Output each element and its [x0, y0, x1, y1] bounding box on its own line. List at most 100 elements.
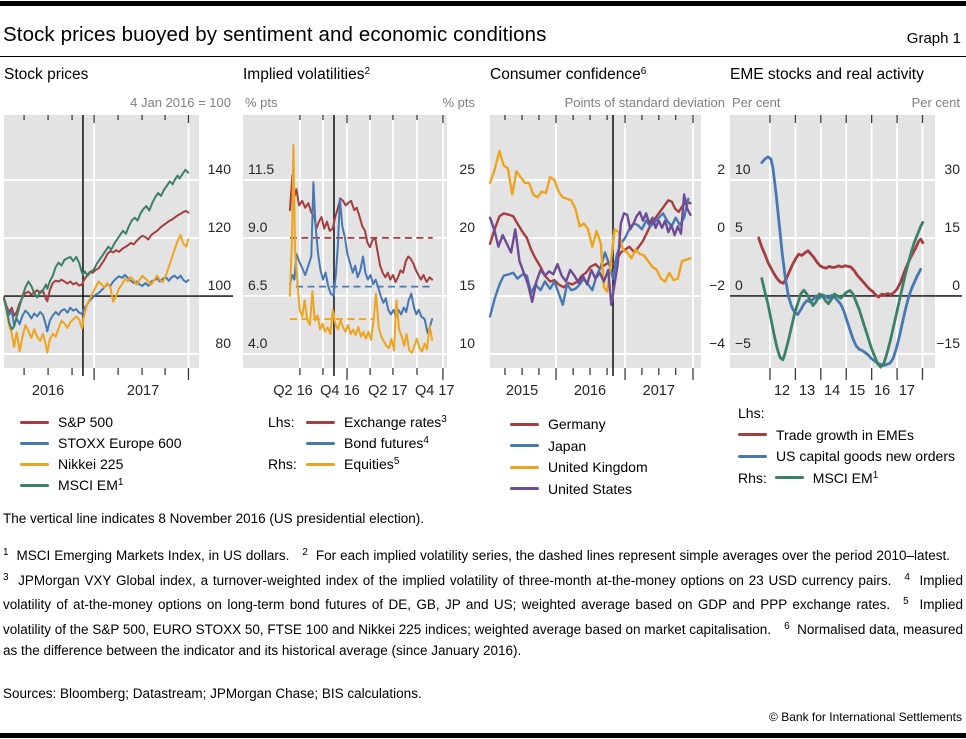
legend-prefix: Rhs: [738, 469, 767, 486]
footnotes-paragraph: 1 MSCI Emerging Markets Index, in US dol… [3, 542, 963, 662]
ytick-right-implied-volatilities: 15 [459, 276, 475, 293]
legend-swatch-red [306, 420, 335, 424]
panel-implied-volatilities-plot [243, 115, 447, 380]
superscript: 1 [117, 477, 124, 488]
series-nikkei225 [3, 234, 190, 354]
footnote-text: MSCI Emerging Markets Index, in US dolla… [8, 548, 290, 563]
legend-prefix: Lhs: [268, 414, 295, 430]
xtick-label-implied-volatilities: Q2 17 [368, 383, 408, 399]
series-germany [488, 199, 692, 289]
superscript: 2 [364, 66, 371, 77]
legend-row-eme-stocks-real-activity-0: Lhs: [738, 405, 772, 421]
panel-title-consumer-confidence: Consumer confidence6 [490, 66, 647, 83]
footnote-sup: 6 [784, 620, 790, 632]
xtick-label-stock-prices: 2017 [126, 383, 160, 399]
vertical-line-note: The vertical line indicates 8 November 2… [3, 511, 424, 526]
ytick-right-eme-stocks-real-activity: 0 [952, 276, 960, 293]
legend-label: Bond futures4 [344, 435, 429, 451]
footnote-sup: 1 [3, 547, 9, 558]
series-equities-vol [288, 144, 434, 354]
superscript: 3 [441, 414, 447, 425]
footnote-text: Implied volatility of at-the-money optio… [3, 572, 963, 613]
legend-label: Germany [548, 416, 606, 432]
ytick-left-eme-stocks-real-activity: 5 [735, 218, 743, 235]
xtick-label-implied-volatilities: Q4 16 [320, 383, 360, 399]
ytick-left-eme-stocks-real-activity: 10 [735, 160, 751, 177]
graph-title: Stock prices buoyed by sentiment and eco… [3, 23, 547, 46]
unit-right-eme-stocks-real-activity: Per cent [911, 95, 960, 110]
ytick-right-stock-prices: 140 [207, 160, 231, 177]
legend-label: MSCI EM1 [58, 477, 124, 493]
bottom-border-bar [0, 733, 966, 738]
superscript: 5 [393, 456, 400, 467]
footnote-sup: 2 [302, 547, 308, 558]
ytick-left-implied-volatilities: 6.5 [248, 276, 268, 293]
xtick-label-eme-stocks-real-activity: 13 [799, 383, 816, 399]
legend-row-implied-volatilities-2: Rhs: Equities5 [268, 456, 399, 472]
legend-label: United States [548, 480, 633, 497]
unit-left-eme-stocks-real-activity: Per cent [732, 95, 781, 110]
ytick-right-consumer-confidence: 0 [717, 219, 725, 236]
plot-background [4, 115, 199, 368]
xtick-label-eme-stocks-real-activity: 17 [898, 383, 915, 399]
footnote-text: Implied volatility of the S&P 500, EURO … [3, 597, 963, 637]
legend-swatch-blue [306, 441, 335, 445]
ytick-left-eme-stocks-real-activity: −5 [735, 334, 751, 351]
legend-swatch-red [510, 422, 539, 426]
legend-row-eme-stocks-real-activity-3: Rhs: MSCI EM1 [738, 470, 878, 486]
footnote-sup: 3 [3, 571, 9, 583]
xtick-label-eme-stocks-real-activity: 15 [849, 383, 866, 399]
ytick-right-stock-prices: 80 [215, 335, 231, 352]
copyright-line: © Bank for International Settlements [769, 710, 962, 724]
unit-right-implied-volatilities: % pts [442, 95, 475, 110]
ytick-right-implied-volatilities: 25 [459, 160, 475, 177]
xtick-label-eme-stocks-real-activity: 14 [824, 383, 841, 399]
legend-swatch-purple [510, 487, 539, 490]
panel-title-eme-stocks-real-activity: EME stocks and real activity [730, 66, 924, 83]
legend-swatch-yellow [20, 462, 49, 466]
series-united-states [488, 193, 692, 307]
footnote-text: JPMorgan VXY Global index, a turnover-we… [8, 572, 892, 588]
ytick-right-eme-stocks-real-activity: −15 [936, 334, 960, 351]
ytick-left-eme-stocks-real-activity: 0 [735, 276, 743, 293]
ytick-right-consumer-confidence: 2 [717, 160, 725, 177]
series-us-capital-goods-orders [760, 155, 923, 368]
series-united-kingdom [488, 149, 692, 293]
legend-label: Equities5 [344, 456, 400, 472]
legend-swatch-yellow [306, 462, 335, 466]
legend-swatch-red [20, 420, 49, 424]
ytick-right-eme-stocks-real-activity: 30 [944, 160, 960, 177]
panel-stock-prices-plot [3, 115, 233, 380]
legend-row-stock-prices-0: S&P 500 [20, 414, 113, 430]
legend-prefix: Lhs: [738, 405, 765, 421]
xtick-label-consumer-confidence: 2015 [505, 383, 539, 399]
legend-row-stock-prices-3: MSCI EM1 [20, 477, 123, 493]
ytick-right-stock-prices: 120 [207, 219, 231, 236]
graph-number: Graph 1 [906, 30, 961, 47]
panel-title-implied-volatilities: Implied volatilities2 [243, 66, 371, 83]
ytick-right-consumer-confidence: −2 [709, 277, 725, 294]
xtick-label-eme-stocks-real-activity: 16 [874, 383, 891, 399]
footnote-sup: 4 [904, 571, 910, 583]
ytick-right-eme-stocks-real-activity: 15 [944, 218, 960, 235]
footnote-text: For each implied volatility series, the … [307, 548, 950, 563]
legend-label: S&P 500 [58, 414, 114, 430]
title-rule [0, 56, 966, 57]
legend-label: Nikkei 225 [58, 456, 124, 472]
footnote-sup: 5 [903, 596, 909, 607]
legend-row-consumer-confidence-3: United States [510, 481, 632, 497]
legend-label: MSCI EM1 [812, 469, 879, 486]
ytick-left-implied-volatilities: 4.0 [248, 334, 268, 351]
top-border-bar [0, 1, 966, 6]
legend-swatch-green [20, 483, 49, 487]
legend-row-eme-stocks-real-activity-1: Trade growth in EMEs [738, 427, 914, 443]
xtick-label-consumer-confidence: 2017 [642, 383, 675, 399]
legend-row-implied-volatilities-0: Lhs: Exchange rates3 [268, 414, 447, 430]
series-msci-em-rhs [760, 221, 925, 369]
xtick-label-implied-volatilities: Q2 16 [273, 383, 313, 399]
legend-row-consumer-confidence-1: Japan [510, 438, 586, 454]
plot-background [490, 115, 701, 368]
legend-label: Trade growth in EMEs [776, 426, 914, 443]
ytick-left-implied-volatilities: 9.0 [248, 218, 268, 235]
